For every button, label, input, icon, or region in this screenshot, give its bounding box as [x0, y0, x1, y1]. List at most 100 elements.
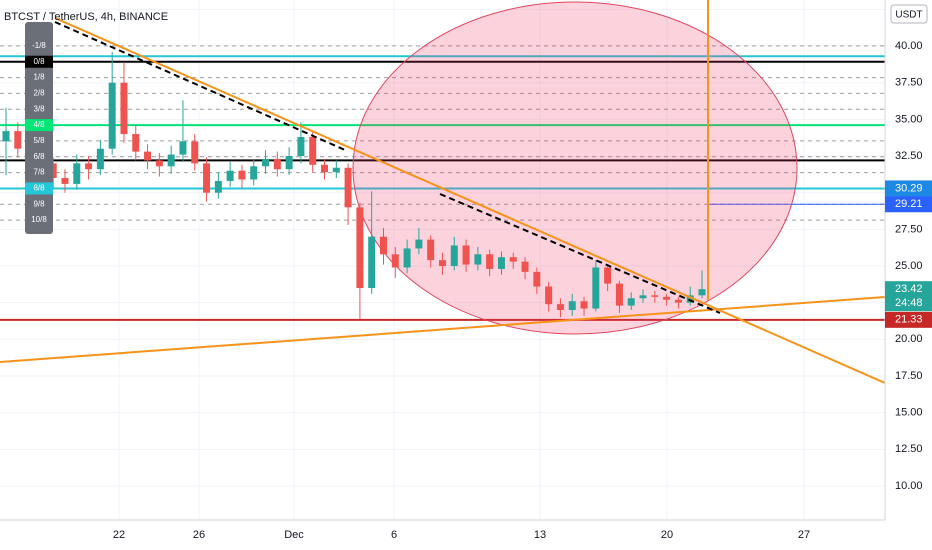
y-tick-label: 32.50 — [895, 150, 923, 162]
candle-body — [403, 248, 411, 268]
level-labels: -1/8 0/8 1/8 2/8 3/8 4/8 5/8 6/8 7/8 8/8 9/8 10/8 — [25, 41, 53, 224]
candle-body — [120, 82, 128, 135]
x-tick-label: 6 — [391, 529, 397, 541]
candle-body — [462, 245, 470, 265]
price-label: 29.21 — [895, 198, 923, 210]
price-label: 30.29 — [895, 182, 923, 194]
x-tick-label: 22 — [113, 529, 125, 541]
level-label: 10/8 — [31, 215, 47, 224]
candle-body — [285, 156, 293, 170]
y-tick-label: 25.00 — [895, 260, 923, 272]
candle-body — [108, 82, 116, 149]
candle-body — [686, 295, 694, 303]
x-tick-label: 13 — [534, 529, 546, 541]
trend-line — [54, 17, 886, 384]
y-tick-label: 37.50 — [895, 77, 923, 89]
candle-body — [486, 254, 494, 269]
candle-body — [14, 131, 22, 149]
candle-body — [344, 167, 352, 208]
level-label: 5/8 — [33, 136, 45, 145]
axes: 10.0012.5015.0017.5020.0022.5025.0027.50… — [113, 3, 932, 541]
currency: USDT — [895, 10, 922, 21]
level-label: 1/8 — [33, 73, 45, 82]
candle-body — [49, 163, 57, 179]
candle-body — [438, 260, 446, 267]
candle-body — [85, 163, 93, 170]
price-label: 21.33 — [895, 314, 923, 326]
last-price-bg — [885, 281, 932, 312]
candle-body — [356, 207, 364, 289]
y-tick-label: 15.00 — [895, 407, 923, 419]
candle-body — [639, 295, 647, 299]
grid — [0, 0, 885, 520]
level-label: 4/8 — [33, 120, 45, 129]
candle-body — [203, 163, 211, 193]
countdown: 24:48 — [895, 297, 923, 309]
candle-body — [2, 131, 10, 142]
level-label-bg — [25, 55, 53, 68]
candle-body — [179, 141, 187, 155]
candle-body — [627, 298, 635, 306]
y-tick-label: 27.50 — [895, 223, 923, 235]
y-tick-label: 10.00 — [895, 480, 923, 492]
candle-body — [191, 141, 199, 164]
candle-body — [545, 286, 553, 305]
candle-body — [615, 283, 623, 306]
candle-body — [604, 267, 612, 284]
candle-body — [167, 154, 175, 167]
level-label-bg — [25, 182, 53, 195]
y-tick-label: 12.50 — [895, 443, 923, 455]
candle-body — [273, 158, 281, 170]
candle-body — [391, 254, 399, 268]
level-label: 6/8 — [33, 152, 45, 161]
ellipse-drawing — [352, 1, 798, 335]
price-label-bg — [885, 180, 932, 197]
candle-body — [509, 257, 517, 262]
dashed-trend-line — [439, 193, 721, 314]
y-tick-label: 20.00 — [895, 333, 923, 345]
candle-body — [297, 136, 305, 157]
x-tick-label: 26 — [193, 529, 205, 541]
candle-body — [663, 296, 671, 300]
candle-body — [132, 134, 140, 152]
candle-body — [61, 178, 69, 184]
candle-body — [533, 271, 541, 287]
level-label-bg — [25, 119, 53, 132]
x-tick-label: 20 — [661, 529, 673, 541]
candle-body — [332, 167, 340, 173]
candle-body — [368, 236, 376, 289]
level-label: 9/8 — [33, 199, 45, 208]
candle-body — [309, 136, 317, 165]
dashed-trend-line — [54, 21, 346, 151]
level-label: 7/8 — [33, 168, 45, 177]
candle-body — [580, 301, 588, 309]
candle-body — [73, 163, 81, 184]
candle-body — [674, 299, 682, 303]
candle-body — [415, 239, 423, 249]
candle-body — [556, 304, 564, 311]
candle-body — [144, 151, 152, 161]
last-price: 23.42 — [895, 283, 923, 295]
level-label: 3/8 — [33, 104, 45, 113]
x-tick-label: Dec — [284, 529, 304, 541]
y-tick-label: 35.00 — [895, 113, 923, 125]
level-label: 0/8 — [33, 57, 45, 66]
candle-body — [96, 148, 104, 170]
x-tick-label: 27 — [798, 529, 810, 541]
candle-body — [262, 158, 270, 167]
chart-title: BTCST / TetherUS, 4h, BINANCE — [4, 11, 168, 23]
price-label-bg — [885, 311, 932, 328]
candle-body — [651, 295, 659, 297]
candle-body — [450, 245, 458, 267]
trend-line — [0, 296, 886, 363]
candle-body — [474, 254, 482, 265]
candle-body — [698, 289, 706, 296]
candle-body — [214, 180, 222, 193]
candle-body — [497, 257, 505, 269]
candle-body — [379, 236, 387, 255]
candle-body — [250, 166, 258, 180]
candle-body — [238, 170, 246, 180]
price-label-bg — [885, 196, 932, 213]
